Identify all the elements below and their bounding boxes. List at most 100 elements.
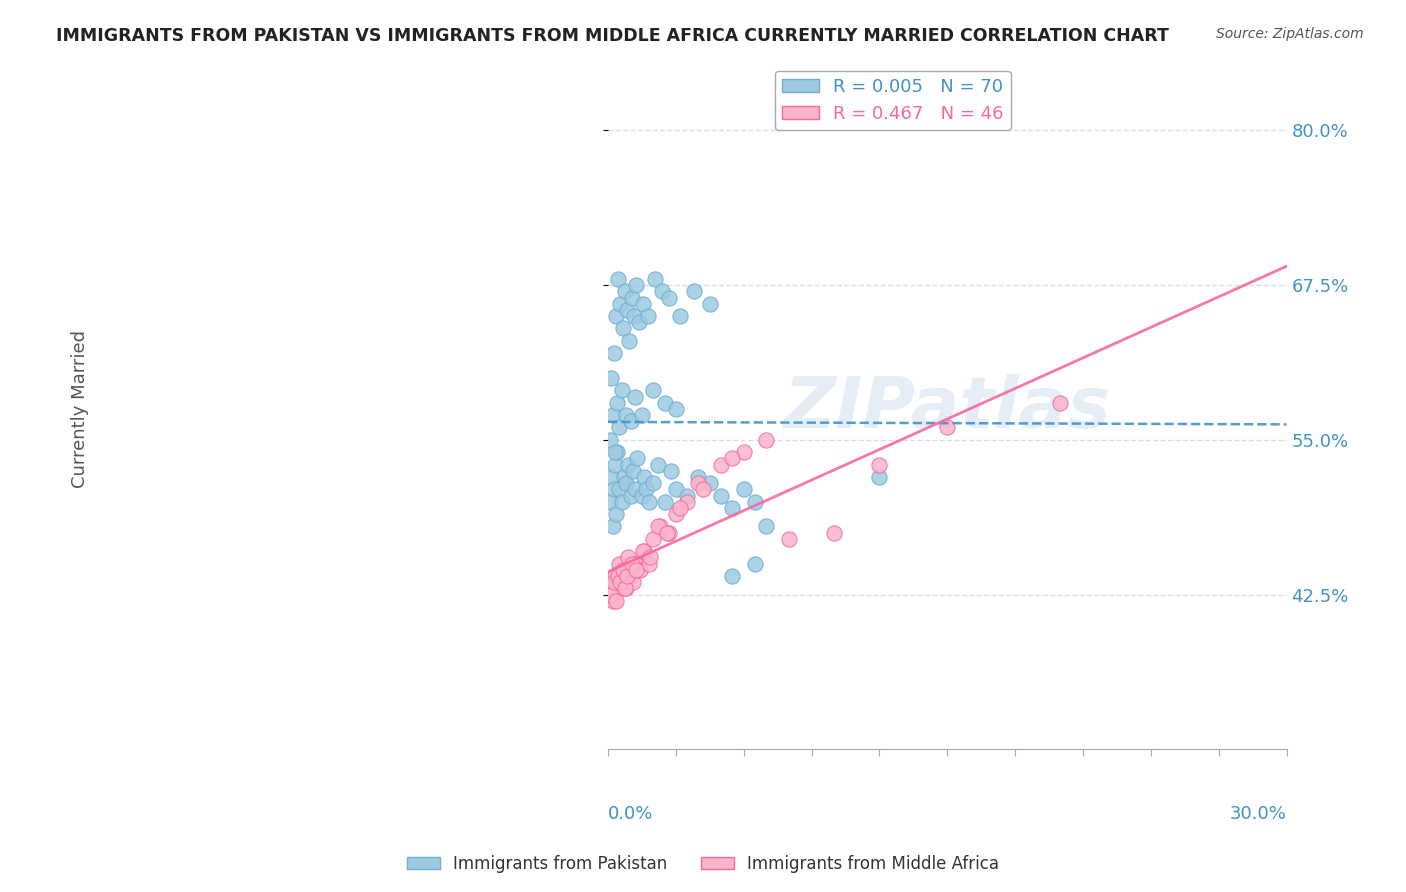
Point <box>607 569 630 583</box>
Point <box>603 569 626 583</box>
Point <box>603 458 626 472</box>
Point <box>617 458 640 472</box>
Point <box>644 272 666 286</box>
Point <box>676 494 699 508</box>
Point <box>607 557 630 571</box>
Point <box>710 489 733 503</box>
Text: ZIPatlas: ZIPatlas <box>783 375 1111 443</box>
Point <box>602 575 624 590</box>
Point <box>658 291 681 305</box>
Point <box>778 532 800 546</box>
Point <box>631 544 654 558</box>
Point <box>744 494 766 508</box>
Point <box>643 384 665 398</box>
Point <box>624 557 647 571</box>
Point <box>600 470 623 484</box>
Point <box>868 458 890 472</box>
Point <box>643 476 665 491</box>
Point <box>603 445 626 459</box>
Text: Source: ZipAtlas.com: Source: ZipAtlas.com <box>1216 27 1364 41</box>
Legend: R = 0.005   N = 70, R = 0.467   N = 46: R = 0.005 N = 70, R = 0.467 N = 46 <box>775 70 1011 130</box>
Point <box>688 470 710 484</box>
Point <box>600 588 623 602</box>
Point <box>631 489 654 503</box>
Point <box>665 507 688 521</box>
Point <box>710 458 733 472</box>
Point <box>610 494 633 508</box>
Point <box>605 309 627 323</box>
Point <box>647 458 669 472</box>
Point <box>699 296 721 310</box>
Point <box>599 433 621 447</box>
Point <box>600 371 623 385</box>
Point <box>626 563 648 577</box>
Point <box>602 593 624 607</box>
Point <box>614 408 637 422</box>
Text: 30.0%: 30.0% <box>1230 805 1286 823</box>
Point <box>616 569 638 583</box>
Point <box>692 483 714 497</box>
Point <box>606 445 628 459</box>
Point <box>612 321 634 335</box>
Point <box>620 569 643 583</box>
Point <box>624 390 647 404</box>
Text: IMMIGRANTS FROM PAKISTAN VS IMMIGRANTS FROM MIDDLE AFRICA CURRENTLY MARRIED CORR: IMMIGRANTS FROM PAKISTAN VS IMMIGRANTS F… <box>56 27 1170 45</box>
Point <box>637 494 659 508</box>
Point <box>755 433 778 447</box>
Point <box>602 346 624 360</box>
Point <box>721 500 744 515</box>
Point <box>616 302 638 317</box>
Point <box>602 408 624 422</box>
Point <box>655 525 678 540</box>
Point <box>614 582 637 596</box>
Point <box>610 384 633 398</box>
Point <box>613 563 636 577</box>
Point <box>613 285 636 299</box>
Point <box>744 557 766 571</box>
Point <box>617 550 640 565</box>
Point <box>621 464 644 478</box>
Point <box>637 557 659 571</box>
Point <box>612 563 634 577</box>
Point <box>599 582 621 596</box>
Point <box>619 334 641 348</box>
Point <box>633 470 655 484</box>
Point <box>602 519 624 533</box>
Point <box>665 401 688 416</box>
Point <box>623 309 645 323</box>
Point <box>626 278 648 293</box>
Point <box>823 525 845 540</box>
Point <box>669 500 692 515</box>
Point <box>628 563 651 577</box>
Point <box>637 309 659 323</box>
Point <box>659 464 682 478</box>
Point <box>647 519 669 533</box>
Point <box>621 575 644 590</box>
Point <box>626 451 648 466</box>
Point <box>607 272 630 286</box>
Point <box>651 285 673 299</box>
Point <box>636 483 658 497</box>
Point <box>1049 395 1071 409</box>
Point <box>665 483 688 497</box>
Point <box>606 395 628 409</box>
Point <box>620 414 643 428</box>
Point <box>654 395 676 409</box>
Point <box>605 507 627 521</box>
Point <box>868 470 890 484</box>
Point <box>676 489 699 503</box>
Point <box>688 476 710 491</box>
Point <box>648 519 671 533</box>
Point <box>609 575 631 590</box>
Point <box>605 593 627 607</box>
Point <box>733 483 755 497</box>
Legend: Immigrants from Pakistan, Immigrants from Middle Africa: Immigrants from Pakistan, Immigrants fro… <box>399 848 1007 880</box>
Point <box>669 309 692 323</box>
Point <box>620 557 643 571</box>
Point <box>609 296 631 310</box>
Point <box>643 532 665 546</box>
Point <box>699 476 721 491</box>
Point <box>613 470 636 484</box>
Point <box>627 315 650 329</box>
Point <box>633 544 655 558</box>
